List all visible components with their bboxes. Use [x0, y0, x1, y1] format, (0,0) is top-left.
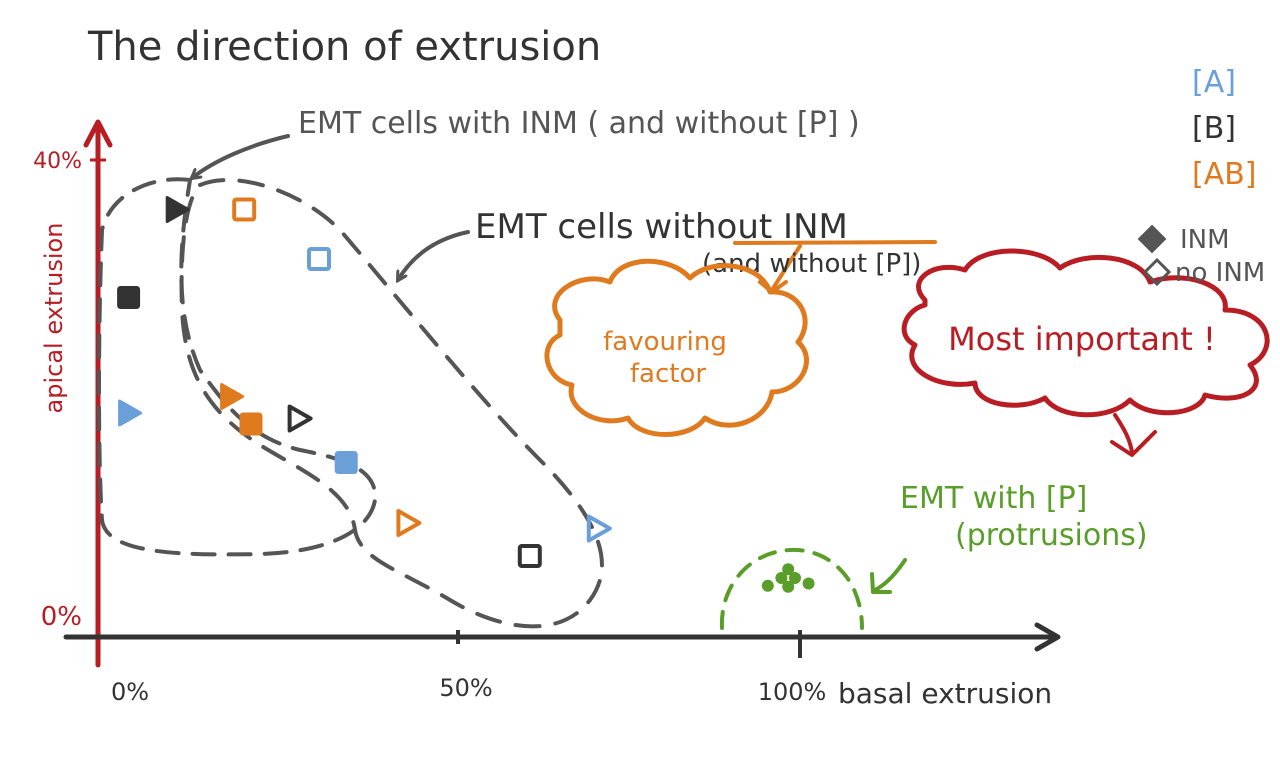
- arrow-emt-no-inm: [398, 232, 468, 280]
- data-point-p-dot-15: [762, 580, 774, 592]
- arrow-most-important: [1112, 415, 1155, 455]
- legend: [A] [B] [AB] INM no INM: [1139, 65, 1265, 288]
- legend-label-b: [B]: [1192, 111, 1236, 146]
- data-point-ab-triangle-9: [398, 511, 419, 535]
- favouring-factor-line1: favouring: [603, 327, 727, 357]
- data-point-ab-triangle-5: [222, 385, 243, 409]
- data-point-b-square-3: [119, 288, 139, 308]
- y-axis-label: apical extrusion: [40, 223, 68, 414]
- data-point-ab-square-6: [241, 414, 261, 434]
- x-tick-label-50: 50%: [439, 674, 492, 702]
- most-important-text: Most important !: [948, 320, 1216, 358]
- favouring-factor-line2: factor: [630, 359, 706, 389]
- x-axis-label: basal extrusion: [838, 677, 1052, 710]
- y-tick-label-40: 40%: [33, 149, 82, 174]
- data-point-a-square-8: [336, 453, 356, 473]
- y-tick-label-0: 0%: [41, 602, 82, 632]
- data-point-a-triangle-4: [120, 401, 141, 425]
- data-point-b-square-11: [520, 546, 540, 566]
- arrow-emt-inm: [192, 136, 288, 178]
- data-point-a-square-2: [309, 249, 329, 269]
- x-tick-label-0: 0%: [111, 678, 149, 706]
- legend-label-inm: INM: [1180, 225, 1230, 255]
- annotation-emt-p-line1: EMT with [P]: [900, 481, 1087, 516]
- data-point-p-dot-16: [782, 581, 794, 593]
- annotation-emt-inm: EMT cells with INM ( and without [P] ): [298, 106, 860, 141]
- legend-label-no-inm: no INM: [1175, 258, 1265, 288]
- legend-label-a: [A]: [1192, 65, 1236, 100]
- data-point-ab-square-1: [234, 200, 254, 220]
- chart-title: The direction of extrusion: [87, 24, 601, 70]
- annotation-emt-p-line2: (protrusions): [955, 518, 1148, 553]
- group-outline-inm: [99, 179, 375, 554]
- underline-without: [735, 242, 935, 243]
- data-point-p-dot-17: [803, 578, 815, 590]
- legend-filled-marker-icon: [1139, 226, 1165, 252]
- data-point-b-triangle-7: [290, 407, 311, 431]
- arrow-emt-p: [872, 560, 905, 592]
- x-tick-label-100: 100%: [758, 678, 827, 706]
- legend-label-ab: [AB]: [1192, 157, 1257, 192]
